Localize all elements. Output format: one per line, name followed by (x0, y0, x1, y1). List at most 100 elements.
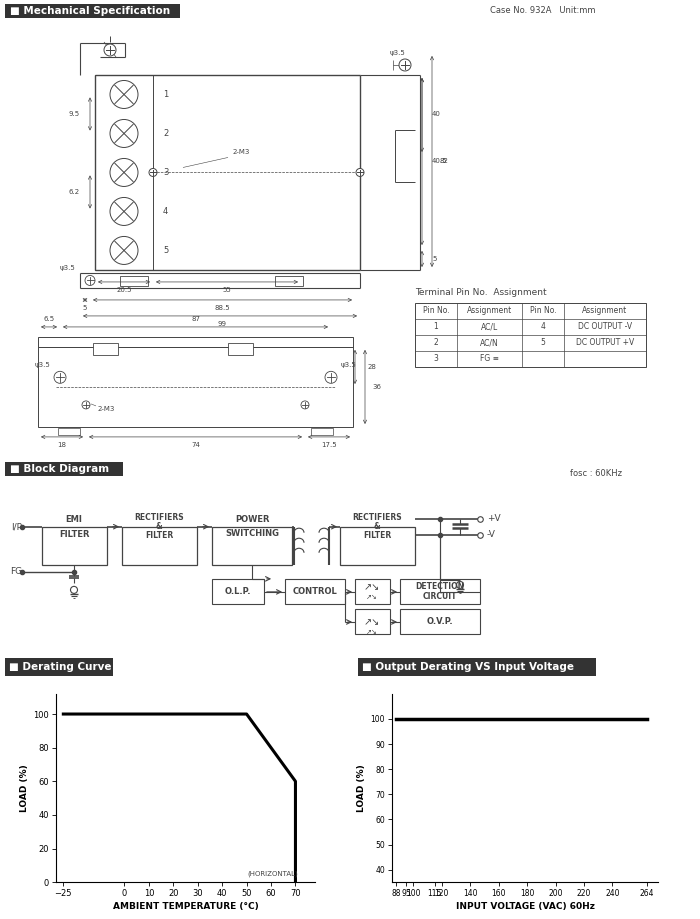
Text: ■ Mechanical Specification: ■ Mechanical Specification (10, 6, 170, 16)
Text: Assignment: Assignment (467, 306, 512, 315)
Text: 1: 1 (433, 323, 438, 332)
Circle shape (71, 586, 78, 594)
Text: &: & (374, 522, 380, 531)
Circle shape (85, 276, 95, 286)
Bar (275, 276, 303, 286)
Bar (120, 276, 148, 286)
Circle shape (110, 198, 138, 225)
Text: -V: -V (487, 530, 496, 539)
Bar (340, 527, 415, 565)
Text: 2-M3: 2-M3 (98, 406, 116, 412)
Bar (400, 609, 480, 634)
Text: AC/L: AC/L (481, 323, 498, 332)
Circle shape (356, 168, 364, 176)
Text: 55: 55 (223, 287, 232, 293)
Circle shape (399, 59, 411, 71)
Text: ψ3.5: ψ3.5 (60, 265, 75, 271)
Text: Terminal Pin No.  Assignment: Terminal Pin No. Assignment (415, 289, 547, 298)
Text: ↗↘: ↗↘ (364, 582, 380, 592)
Text: 28: 28 (368, 364, 377, 370)
Text: &: & (155, 522, 162, 531)
Text: 5: 5 (432, 256, 436, 262)
Bar (311, 428, 333, 435)
Text: Case No. 932A   Unit:mm: Case No. 932A Unit:mm (490, 6, 596, 16)
Text: ↗↘: ↗↘ (366, 594, 378, 600)
Text: 17.5: 17.5 (321, 442, 337, 448)
Text: 4: 4 (163, 207, 168, 216)
Text: FG: FG (10, 567, 22, 576)
Text: 99: 99 (218, 321, 227, 327)
Text: ■ Block Diagram: ■ Block Diagram (10, 463, 109, 473)
Bar (5, 658, 113, 676)
Text: ψ3.5: ψ3.5 (390, 50, 406, 56)
Circle shape (325, 371, 337, 383)
Text: Pin No.: Pin No. (530, 306, 556, 315)
Y-axis label: LOAD (%): LOAD (%) (358, 765, 366, 811)
Text: 88.5: 88.5 (215, 305, 230, 311)
Bar (5, 4, 180, 18)
Text: 40: 40 (432, 111, 441, 117)
Bar (58, 428, 80, 435)
Text: 1: 1 (163, 90, 168, 99)
Text: I/P: I/P (11, 522, 22, 531)
Text: 82: 82 (440, 158, 449, 165)
Text: 2: 2 (433, 338, 438, 347)
Bar (285, 579, 345, 604)
Text: 6.2: 6.2 (69, 189, 80, 195)
Text: 5: 5 (83, 305, 88, 311)
Text: FG ≡: FG ≡ (480, 355, 499, 363)
Circle shape (110, 81, 138, 108)
Text: FILTER: FILTER (363, 531, 391, 540)
Text: SWITCHING: SWITCHING (225, 529, 279, 539)
Bar (415, 303, 646, 367)
Circle shape (301, 401, 309, 409)
Bar (228, 343, 253, 355)
Text: 9.5: 9.5 (69, 111, 80, 117)
Text: POWER: POWER (234, 516, 270, 524)
Text: CIRCUIT: CIRCUIT (423, 593, 457, 601)
Circle shape (110, 158, 138, 187)
Text: 4: 4 (540, 323, 545, 332)
Text: DC OUTPUT +V: DC OUTPUT +V (576, 338, 634, 347)
Bar (122, 527, 197, 565)
Text: Assignment: Assignment (582, 306, 628, 315)
Bar (212, 527, 292, 565)
Text: FILTER: FILTER (59, 530, 90, 539)
Text: 5: 5 (540, 338, 545, 347)
Text: DC OUTPUT -V: DC OUTPUT -V (578, 323, 632, 332)
Text: (HORIZONTAL): (HORIZONTAL) (247, 870, 298, 878)
Circle shape (456, 582, 463, 588)
Text: Pin No.: Pin No. (423, 306, 449, 315)
Text: RECTIFIERS: RECTIFIERS (134, 513, 184, 522)
Text: 5: 5 (163, 246, 168, 255)
Text: O.L.P.: O.L.P. (225, 587, 251, 596)
X-axis label: AMBIENT TEMPERATURE (°C): AMBIENT TEMPERATURE (°C) (113, 902, 258, 912)
Circle shape (54, 371, 66, 383)
Text: CONTROL: CONTROL (293, 587, 337, 596)
Text: 36: 36 (372, 384, 381, 390)
Text: 2: 2 (163, 129, 168, 138)
Text: FILTER: FILTER (145, 531, 173, 540)
Bar (38, 347, 353, 427)
Text: fosc : 60KHz: fosc : 60KHz (570, 469, 622, 478)
Bar (355, 609, 390, 634)
Text: 20.5: 20.5 (116, 287, 132, 293)
Text: 3: 3 (163, 168, 169, 177)
Text: AC/N: AC/N (480, 338, 499, 347)
Bar (38, 337, 353, 347)
Bar (95, 75, 153, 270)
Bar (93, 343, 118, 355)
Bar (5, 461, 123, 475)
Text: DETECTION: DETECTION (415, 583, 465, 592)
Text: EMI: EMI (66, 516, 83, 524)
Text: RECTIFIERS: RECTIFIERS (352, 513, 402, 522)
Text: ↗↘: ↗↘ (364, 617, 380, 627)
Circle shape (110, 119, 138, 147)
Circle shape (82, 401, 90, 409)
Circle shape (104, 44, 116, 56)
Bar (400, 579, 480, 604)
Text: 40.5: 40.5 (432, 158, 447, 165)
Circle shape (110, 236, 138, 265)
Text: 18: 18 (57, 442, 66, 448)
Text: ψ3.5: ψ3.5 (34, 362, 50, 369)
